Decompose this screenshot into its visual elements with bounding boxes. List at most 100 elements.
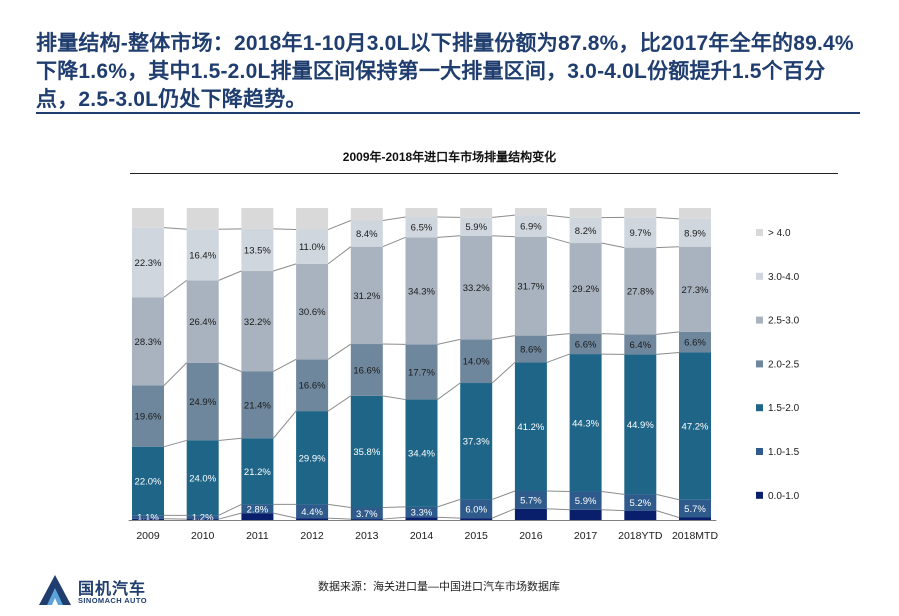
bar-segment xyxy=(186,362,219,441)
data-label: 32.2% xyxy=(244,317,271,328)
bar-segment xyxy=(569,333,602,355)
bar-segment xyxy=(460,518,493,520)
data-label: 16.4% xyxy=(189,250,216,261)
connector-line xyxy=(656,493,680,501)
data-label: 8.9% xyxy=(684,228,706,239)
bar-segment xyxy=(679,331,711,353)
connector-line xyxy=(382,506,406,509)
data-label: 33.2% xyxy=(463,283,490,294)
connector-line xyxy=(492,490,516,500)
data-label: 6.6% xyxy=(684,338,706,349)
data-label: 8.2% xyxy=(575,226,597,237)
data-label: 6.6% xyxy=(575,339,597,350)
x-tick-label: 2016 xyxy=(519,530,543,542)
bar-segment xyxy=(132,515,164,519)
bar-segment xyxy=(296,504,329,519)
connector-line xyxy=(656,331,680,335)
bar-segment xyxy=(241,371,274,439)
bar-segment xyxy=(460,383,493,500)
bar-segment xyxy=(624,217,657,248)
chart-title-divider xyxy=(130,173,838,174)
bar-segment xyxy=(405,506,438,518)
connector-line xyxy=(163,362,188,386)
bar-segment xyxy=(460,217,493,236)
data-label: 34.3% xyxy=(408,286,435,297)
data-label: 3.7% xyxy=(356,509,378,520)
connector-line xyxy=(437,382,461,400)
logo-mark-icon xyxy=(39,575,71,605)
bar-segment xyxy=(624,494,657,511)
legend-swatch xyxy=(756,448,763,455)
x-tick-label: 2011 xyxy=(246,530,269,542)
bar-segment xyxy=(460,499,493,519)
bar-segment xyxy=(132,297,164,386)
data-label: 16.6% xyxy=(299,381,326,392)
bar-segment xyxy=(350,208,383,221)
connector-line xyxy=(327,220,351,230)
x-tick-label: 2009 xyxy=(136,530,160,542)
bar-segment xyxy=(241,438,274,505)
connector-line xyxy=(218,362,242,372)
data-label: 17.7% xyxy=(408,367,435,378)
bar-segment xyxy=(132,227,164,298)
connector-line xyxy=(546,214,570,219)
legend-label: 3.0-4.0 xyxy=(768,272,800,283)
bar-segment xyxy=(132,208,164,228)
x-tick-label: 2018YTD xyxy=(618,530,663,542)
data-label: 13.5% xyxy=(244,245,271,256)
bar-segment xyxy=(132,446,164,516)
legend-label: 1.0-1.5 xyxy=(768,447,800,458)
bar-segment xyxy=(624,247,657,335)
connector-line xyxy=(218,512,242,520)
data-label: 5.7% xyxy=(520,495,542,506)
x-axis-labels: 2009 2010 2011 2012 2013 2014 2015 2016 2017 2018… xyxy=(136,530,718,542)
bar-segment xyxy=(132,518,164,520)
bar-segment xyxy=(241,228,274,272)
data-label: 9.7% xyxy=(629,228,651,239)
data-label: 24.9% xyxy=(189,397,216,408)
connector-line xyxy=(327,395,352,412)
bar-segment xyxy=(350,246,383,345)
data-label: 44.9% xyxy=(627,420,654,431)
data-label: 5.9% xyxy=(575,496,597,507)
connector-line xyxy=(218,270,242,281)
bar-segment xyxy=(186,280,219,363)
legend-label: 0.0-1.0 xyxy=(768,491,800,502)
bar-segment xyxy=(241,504,274,514)
sinomach-logo: 国机汽车 SINOMACH AUTO xyxy=(38,574,188,610)
bar-segment xyxy=(514,508,547,520)
bar-segment xyxy=(296,359,329,412)
data-label: 3.3% xyxy=(411,508,433,519)
connector-line xyxy=(218,503,242,516)
data-label: 28.3% xyxy=(135,337,162,348)
bar-segment xyxy=(514,362,547,491)
data-label: 6.4% xyxy=(629,340,651,351)
connector-line xyxy=(327,343,352,360)
connector-line xyxy=(273,410,297,439)
legend-label: 2.0-2.5 xyxy=(768,359,800,370)
bar-segment xyxy=(569,509,602,520)
bar-segment xyxy=(350,507,383,520)
bar-segment xyxy=(569,354,602,492)
data-label: 8.6% xyxy=(520,345,542,356)
connector-line xyxy=(437,516,461,519)
data-label: 4.4% xyxy=(301,507,323,518)
data-label: 31.2% xyxy=(353,291,380,302)
data-label: 6.9% xyxy=(520,221,542,232)
data-label: 1.1% xyxy=(137,513,159,524)
x-tick-label: 2015 xyxy=(465,530,489,542)
connector-line xyxy=(601,490,625,495)
data-label: 27.3% xyxy=(682,285,709,296)
connector-line xyxy=(656,216,680,220)
connector-line xyxy=(437,338,461,345)
bar-segment xyxy=(296,229,329,264)
bar-segment xyxy=(405,517,438,520)
connector-line xyxy=(273,228,297,231)
data-label: 5.7% xyxy=(684,504,706,515)
x-tick-label: 2010 xyxy=(191,530,215,542)
legend-swatch xyxy=(756,272,763,280)
legend-swatch xyxy=(756,316,763,324)
bar-segment xyxy=(241,513,274,520)
connector-line xyxy=(492,508,516,519)
connector-line xyxy=(328,503,351,509)
